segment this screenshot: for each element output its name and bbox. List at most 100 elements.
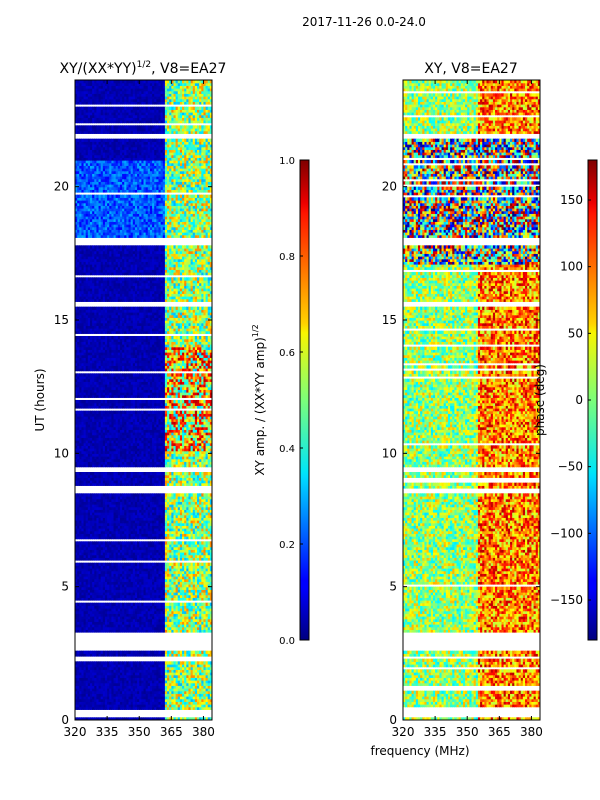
heatmap-cell (188, 701, 192, 705)
heatmap-cell (162, 570, 166, 574)
heatmap-cell (104, 706, 108, 710)
heatmap-cell (194, 618, 198, 622)
heatmap-cell (143, 605, 147, 609)
heatmap-cell (158, 565, 162, 569)
heatmap-cell (81, 693, 85, 697)
heatmap-cell (83, 616, 87, 620)
heatmap-cell (188, 570, 192, 574)
heatmap-cell (173, 696, 177, 700)
heatmap-cell (92, 677, 95, 681)
heatmap-cell (115, 704, 119, 708)
heatmap-cell (96, 629, 100, 633)
heatmap-cell (149, 698, 153, 702)
heatmap-cell (173, 672, 177, 676)
heatmap-cell (197, 690, 200, 694)
heatmap-cell (162, 664, 166, 668)
heatmap-cell (122, 693, 125, 697)
heatmap-cell (89, 696, 93, 700)
heatmap-cell (83, 589, 87, 593)
heatmap-cell (167, 688, 170, 692)
heatmap-cell (209, 674, 212, 678)
heatmap-cell (162, 672, 166, 676)
heatmap-cell (92, 608, 95, 612)
heatmap-cell (124, 586, 127, 590)
heatmap-cell (156, 592, 160, 596)
heatmap-cell (182, 557, 185, 561)
heatmap-cell (102, 698, 106, 702)
heatmap-cell (199, 698, 202, 702)
heatmap-cell (130, 674, 134, 678)
heatmap-cell (111, 568, 115, 572)
heatmap-cell (192, 610, 196, 614)
heatmap-cell (132, 605, 136, 609)
heatmap-cell (158, 557, 162, 561)
heatmap-cell (134, 672, 138, 676)
heatmap-cell (186, 602, 190, 606)
heatmap-cell (128, 624, 132, 628)
heatmap-cell (92, 584, 95, 588)
heatmap-cell (119, 624, 123, 628)
heatmap-cell (104, 592, 108, 596)
heatmap-cell (143, 562, 147, 566)
heatmap-cell (143, 616, 147, 620)
heatmap-cell (199, 706, 202, 710)
heatmap-cell (199, 677, 202, 681)
heatmap-cell (107, 605, 110, 609)
heatmap-cell (96, 664, 100, 668)
heatmap-cell (171, 576, 175, 580)
heatmap-cell (205, 685, 209, 689)
heatmap-cell (207, 584, 211, 588)
heatmap-cell (113, 570, 117, 574)
heatmap-cell (190, 690, 194, 694)
heatmap-cell (77, 624, 80, 628)
heatmap-cell (160, 610, 164, 614)
heatmap-cell (96, 672, 100, 676)
heatmap-cell (192, 589, 196, 593)
heatmap-cell (186, 685, 190, 689)
heatmap-cell (141, 669, 145, 673)
heatmap-cell (162, 688, 166, 692)
heatmap-cell (169, 717, 172, 720)
heatmap-cell (203, 608, 207, 612)
heatmap-cell (190, 682, 194, 686)
heatmap-cell (201, 661, 205, 665)
heatmap-cell (132, 578, 136, 582)
heatmap-cell (152, 578, 155, 582)
heatmap-cell (182, 661, 185, 665)
heatmap-cell (139, 688, 142, 692)
heatmap-cell (207, 629, 211, 633)
heatmap-cell (124, 621, 127, 625)
heatmap-cell (141, 690, 145, 694)
heatmap-cell (94, 698, 98, 702)
heatmap-cell (203, 629, 207, 633)
heatmap-cell (137, 677, 140, 681)
heatmap-cell (130, 682, 134, 686)
heatmap-cell (79, 594, 83, 598)
heatmap-cell (190, 576, 194, 580)
heatmap-cell (203, 698, 207, 702)
heatmap-cell (182, 605, 185, 609)
heatmap-cell (83, 701, 87, 705)
heatmap-cell (141, 573, 145, 577)
heatmap-cell (102, 616, 106, 620)
heatmap-cell (205, 693, 209, 697)
heatmap-cell (115, 608, 119, 612)
heatmap-cell (94, 717, 98, 720)
heatmap-cell (194, 589, 198, 593)
heatmap-cell (117, 565, 121, 569)
heatmap-cell (147, 565, 151, 569)
heatmap-cell (171, 578, 175, 582)
heatmap-cell (160, 594, 164, 598)
heatmap-cell (201, 589, 205, 593)
heatmap-cell (89, 685, 93, 689)
heatmap-cell (145, 669, 149, 673)
heatmap-cell (167, 624, 170, 628)
heatmap-cell (124, 624, 127, 628)
heatmap-cell (132, 576, 136, 580)
heatmap-cell (122, 610, 125, 614)
heatmap-cell (134, 696, 138, 700)
heatmap-cell (197, 680, 200, 684)
heatmap-cell (154, 650, 157, 654)
heatmap-cell (171, 605, 175, 609)
heatmap-cell (79, 610, 83, 614)
